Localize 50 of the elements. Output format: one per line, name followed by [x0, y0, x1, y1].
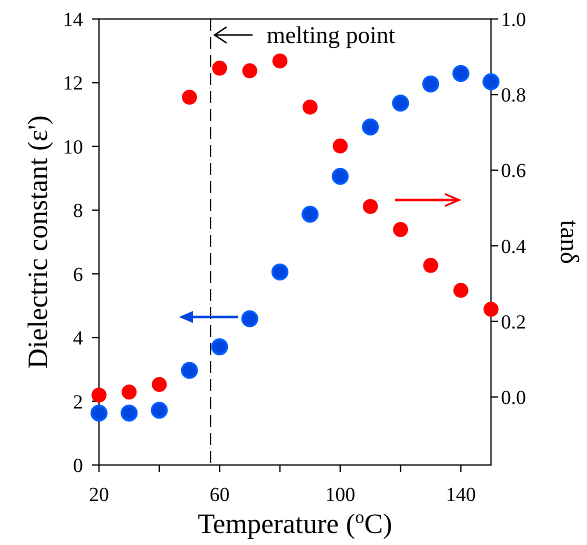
- y-tick-label: 8: [73, 200, 83, 222]
- x-axis-title: Temperature ($^{o}$C): [198, 507, 392, 540]
- point: [392, 94, 410, 112]
- x-tick-label: 140: [446, 484, 476, 506]
- y-tick-label: 12: [63, 72, 83, 95]
- x-tick-label: 20: [89, 484, 109, 506]
- point: [152, 377, 167, 392]
- y-tick-label: 2: [73, 391, 83, 414]
- y2-axis-title: tanδ: [555, 220, 584, 264]
- point: [122, 384, 137, 400]
- point: [272, 53, 288, 68]
- point: [92, 388, 106, 403]
- y-tick-label: 6: [73, 264, 83, 286]
- point: [453, 282, 468, 298]
- y-tick-label: 4: [73, 328, 83, 350]
- point: [422, 76, 440, 92]
- y-tick-label: 0: [73, 455, 83, 477]
- y2-tick-label: 0.2: [501, 311, 526, 334]
- y-tick-label: 14: [63, 9, 83, 31]
- point: [362, 198, 378, 214]
- point: [120, 404, 138, 422]
- y2-tick-label: 0.8: [501, 84, 526, 107]
- y2-tick-label: 0.4: [501, 236, 526, 258]
- point: [332, 168, 349, 185]
- point: [211, 338, 228, 356]
- y-tick-label: 10: [63, 136, 83, 158]
- point: [212, 60, 228, 76]
- ref-line-label: melting point: [266, 23, 396, 49]
- y-axis-title: Dielectric constant (ε'): [23, 115, 54, 369]
- point: [302, 100, 318, 115]
- point: [362, 118, 379, 136]
- x-tick-label: 60: [210, 484, 230, 506]
- x-tick-label: 100: [325, 484, 356, 506]
- point: [484, 302, 498, 317]
- point: [242, 63, 258, 78]
- point: [302, 206, 319, 223]
- point: [182, 90, 197, 105]
- point: [241, 310, 258, 328]
- point: [482, 73, 500, 90]
- y2-tick-label: 1.0: [501, 9, 526, 31]
- y2-tick-label: 0.0: [501, 386, 526, 409]
- point: [423, 258, 438, 273]
- y2-tick-label: 0.6: [501, 160, 526, 182]
- point: [271, 263, 288, 280]
- point: [393, 222, 408, 238]
- point: [332, 138, 348, 154]
- point: [180, 362, 198, 379]
- point: [452, 64, 470, 82]
- point: [90, 404, 108, 422]
- point: [150, 402, 168, 419]
